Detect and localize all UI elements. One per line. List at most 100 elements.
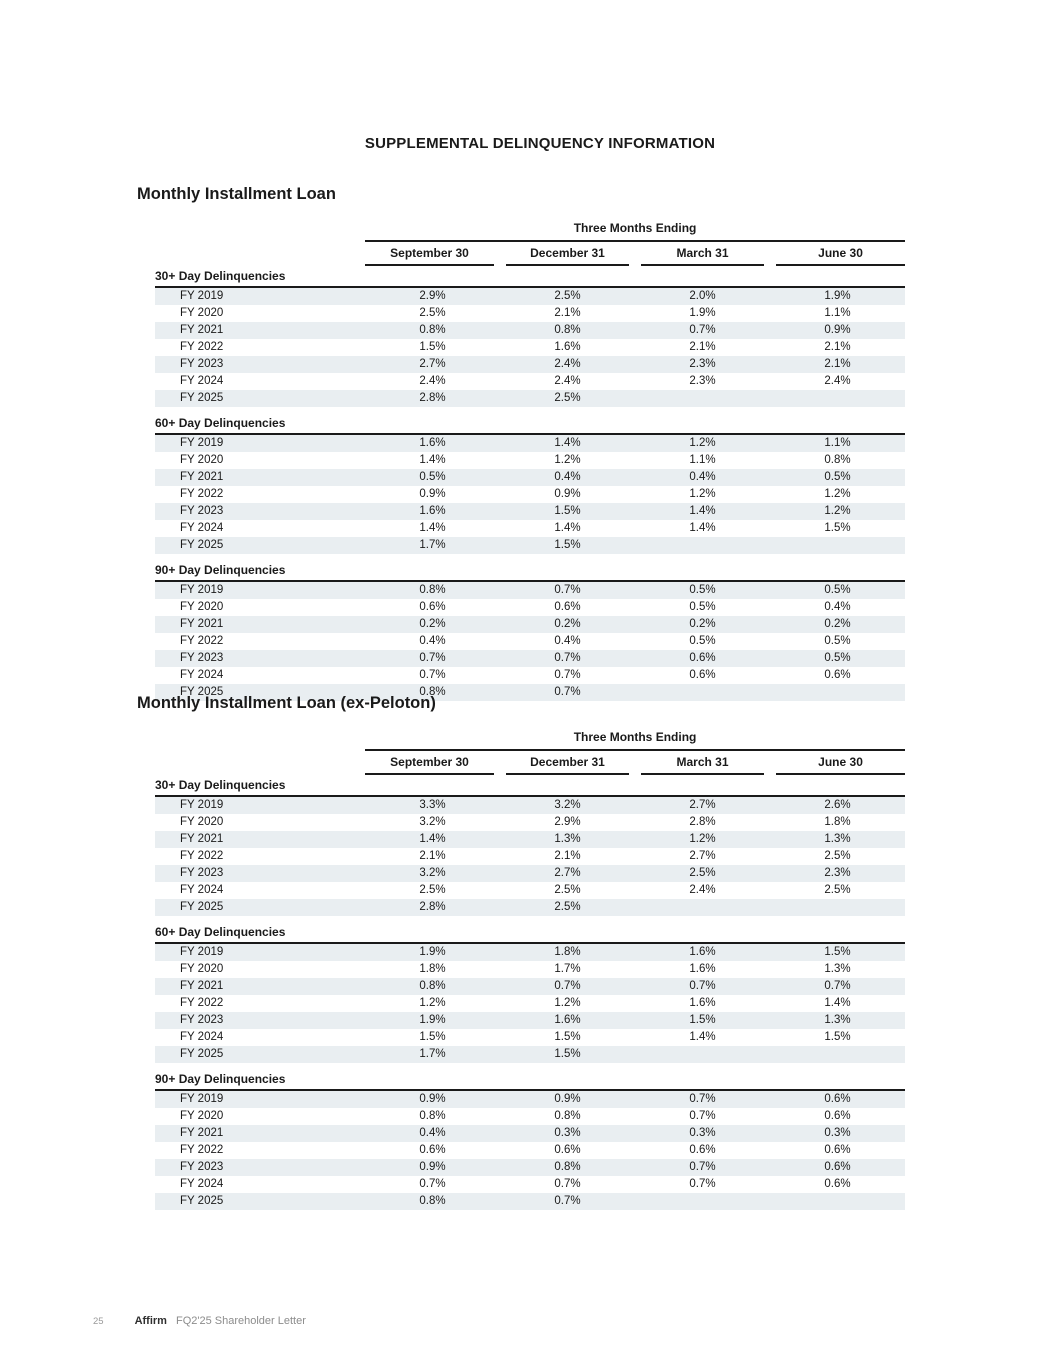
delinquency-value: 0.7% <box>689 980 716 992</box>
delinquency-value: 2.8% <box>689 816 716 828</box>
delinquency-value: 1.2% <box>824 505 851 517</box>
subsection-header-row: 60+ Day Delinquencies <box>155 407 906 435</box>
delinquency-value: 1.4% <box>689 522 716 534</box>
fiscal-year-label: FY 2024 <box>180 375 224 387</box>
fiscal-year-label: FY 2019 <box>180 799 224 811</box>
delinquency-value: 2.8% <box>419 901 446 913</box>
column-header-cell: June 30 <box>770 750 906 775</box>
delinquency-value: 1.4% <box>419 454 446 466</box>
column-header-cell: September 30 <box>365 241 500 266</box>
delinquency-value: 2.9% <box>419 290 446 302</box>
delinquency-value: 0.6% <box>689 652 716 664</box>
fiscal-year-label: FY 2025 <box>180 539 224 551</box>
column-header-cell: June 30 <box>770 241 906 266</box>
column-header-cell: March 31 <box>635 241 770 266</box>
delinquency-value: 0.8% <box>419 324 446 336</box>
fiscal-year-label: FY 2024 <box>180 884 224 896</box>
table-row: FY 2024 1.4% 1.4% 1.4% 1.5% <box>155 520 905 537</box>
delinquency-value: 2.5% <box>824 884 851 896</box>
delinquency-value: 0.8% <box>419 1110 446 1122</box>
delinquency-value: 1.5% <box>824 1031 851 1043</box>
table-column-header-row: September 30 December 31 March 31 June 30 <box>155 241 906 266</box>
delinquency-value: 2.5% <box>554 290 581 302</box>
delinquency-value: 0.9% <box>419 488 446 500</box>
fiscal-year-label: FY 2022 <box>180 850 224 862</box>
subsection-header-label: 60+ Day Delinquencies <box>155 916 906 944</box>
fiscal-year-label: FY 2021 <box>180 471 224 483</box>
fiscal-year-label: FY 2023 <box>180 358 224 370</box>
section-title: Monthly Installment Loan (ex-Peloton) <box>137 694 436 712</box>
delinquency-value: 0.5% <box>689 635 716 647</box>
subsection-header-label: 90+ Day Delinquencies <box>155 1063 906 1091</box>
table-row: FY 2024 0.7% 0.7% 0.6% 0.6% <box>155 667 905 684</box>
column-header-cell: September 30 <box>365 750 500 775</box>
delinquency-value: 2.8% <box>419 392 446 404</box>
delinquency-value: 1.6% <box>419 505 446 517</box>
delinquency-value: 2.4% <box>554 358 581 370</box>
delinquency-value: 1.3% <box>824 833 851 845</box>
delinquency-value: 0.8% <box>554 1110 581 1122</box>
fiscal-year-label: FY 2020 <box>180 1110 224 1122</box>
fiscal-year-label: FY 2025 <box>180 392 224 404</box>
subsection-header-label: 60+ Day Delinquencies <box>155 407 906 435</box>
spacer-cell <box>155 241 365 266</box>
delinquency-value: 0.7% <box>419 1178 446 1190</box>
delinquency-value: 1.5% <box>554 539 581 551</box>
table-row: FY 2023 0.9% 0.8% 0.7% 0.6% <box>155 1159 906 1176</box>
delinquency-value: 2.4% <box>824 375 851 387</box>
delinquency-value: 2.7% <box>554 867 581 879</box>
delinquency-value: 2.4% <box>419 375 446 387</box>
fiscal-year-label: FY 2023 <box>180 1014 224 1026</box>
fiscal-year-label: FY 2025 <box>180 1195 224 1207</box>
delinquency-value: 0.6% <box>689 669 716 681</box>
delinquency-value: 0.7% <box>554 652 581 664</box>
fiscal-year-label: FY 2022 <box>180 635 224 647</box>
delinquency-value: 1.1% <box>824 307 851 319</box>
column-header-label: September 30 <box>365 754 494 775</box>
delinquency-value: 1.9% <box>419 1014 446 1026</box>
delinquency-value: 2.1% <box>554 307 581 319</box>
delinquency-value: 1.1% <box>824 437 851 449</box>
delinquency-value: 1.5% <box>419 341 446 353</box>
fiscal-year-label: FY 2019 <box>180 584 224 596</box>
table-row: FY 2025 0.8% 0.7% <box>155 1193 906 1210</box>
delinquency-value: 1.5% <box>689 1014 716 1026</box>
table-row: FY 2024 0.7% 0.7% 0.7% 0.6% <box>155 1176 905 1193</box>
table-row: FY 2023 2.7% 2.4% 2.3% 2.1% <box>155 356 906 373</box>
delinquency-value: 0.7% <box>689 1161 716 1173</box>
delinquency-value: 2.5% <box>554 392 581 404</box>
table-row: FY 2019 0.8% 0.7% 0.5% 0.5% <box>155 581 906 599</box>
delinquency-value: 2.4% <box>554 375 581 387</box>
subsection-header-row: 60+ Day Delinquencies <box>155 916 906 944</box>
delinquency-value: 1.1% <box>689 454 716 466</box>
delinquency-value: 0.5% <box>689 601 716 613</box>
fiscal-year-label: FY 2023 <box>180 505 224 517</box>
column-header-label: June 30 <box>776 245 906 266</box>
spacer-cell <box>155 219 365 241</box>
subsection-header-row: 90+ Day Delinquencies <box>155 1063 906 1091</box>
delinquency-value <box>635 1046 770 1063</box>
delinquency-value: 1.2% <box>689 437 716 449</box>
delinquency-value: 0.5% <box>824 652 851 664</box>
table-row: FY 2022 0.6% 0.6% 0.6% 0.6% <box>155 1142 905 1159</box>
delinquency-value: 2.1% <box>689 341 716 353</box>
fiscal-year-label: FY 2024 <box>180 1178 224 1190</box>
delinquency-value: 0.6% <box>824 669 851 681</box>
delinquency-value: 0.9% <box>554 1093 581 1105</box>
table-row: FY 2019 2.9% 2.5% 2.0% 1.9% <box>155 287 906 305</box>
delinquency-value: 1.3% <box>824 1014 851 1026</box>
delinquency-value: 0.7% <box>689 1093 716 1105</box>
table-row: FY 2025 0.8% 0.7% <box>155 684 906 701</box>
table-row: FY 2023 1.9% 1.6% 1.5% 1.3% <box>155 1012 906 1029</box>
fiscal-year-label: FY 2020 <box>180 601 224 613</box>
table-row: FY 2021 0.5% 0.4% 0.4% 0.5% <box>155 469 906 486</box>
delinquency-value: 0.9% <box>419 1161 446 1173</box>
delinquency-value: 0.5% <box>419 471 446 483</box>
delinquency-value: 0.7% <box>554 1195 581 1207</box>
delinquency-value: 1.2% <box>689 488 716 500</box>
brand-name: Affirm <box>134 1315 167 1327</box>
delinquency-value: 0.4% <box>824 601 851 613</box>
delinquency-value: 0.2% <box>554 618 581 630</box>
delinquency-value: 0.7% <box>554 584 581 596</box>
delinquency-value: 0.6% <box>554 601 581 613</box>
